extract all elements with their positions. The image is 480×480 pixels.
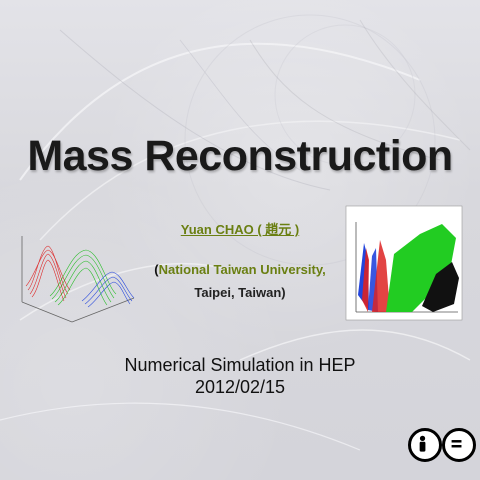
cc-attribution-icon (408, 428, 442, 462)
gaussian-surface-plot-image (21, 236, 135, 323)
cc-license-icons (408, 428, 476, 466)
slide-subtitle: Numerical Simulation in HEP (124, 355, 356, 375)
affiliation-open-paren: ( (154, 262, 159, 277)
cc-noderivs-icon (442, 428, 476, 462)
presentation-date: 2012/02/15 (194, 377, 286, 397)
affiliation-location: Taipei, Taiwan) (194, 285, 286, 300)
affiliation-line-1: (National Taiwan University, (140, 262, 340, 277)
slide-title: Mass Reconstruction (27, 132, 453, 180)
author-link[interactable]: Yuan CHAO ( 趙元 ) (180, 222, 300, 237)
affiliation-university: National Taiwan University, (158, 262, 326, 277)
mass-scatter-plot-image (345, 205, 463, 321)
